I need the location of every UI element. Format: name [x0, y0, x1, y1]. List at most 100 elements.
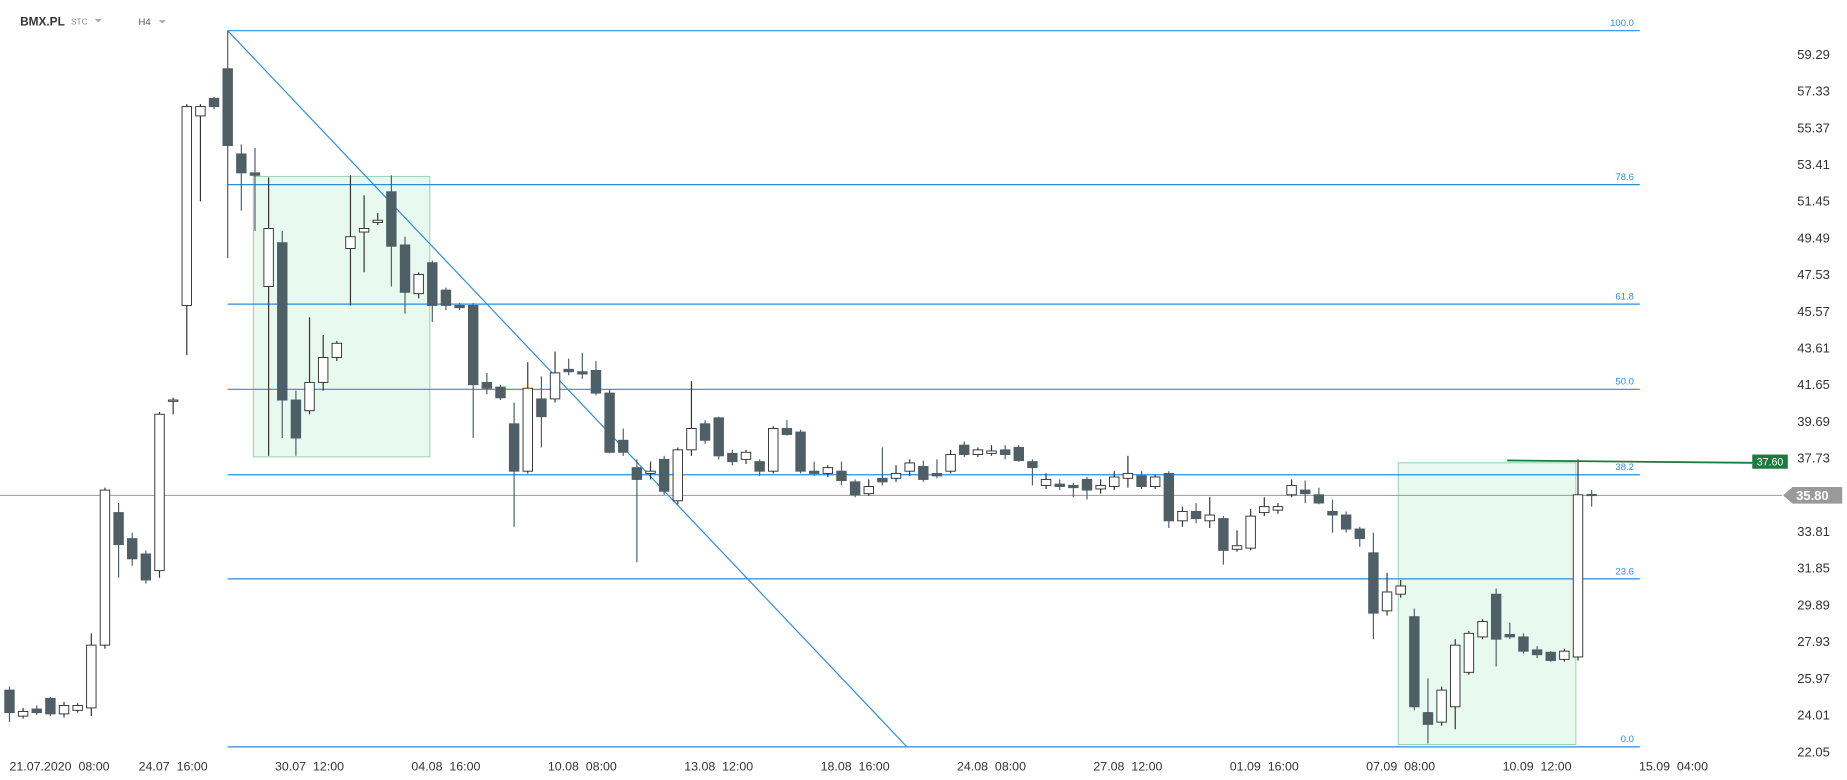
candle-body [1477, 621, 1488, 638]
fib-trend [227, 30, 908, 748]
candle-body [563, 368, 574, 373]
candle-body [277, 242, 288, 401]
candle-body [345, 236, 356, 249]
candle-body [672, 449, 684, 502]
candle-body [768, 428, 779, 472]
dropdown-caret[interactable] [158, 20, 166, 24]
candle-body [849, 481, 861, 496]
candle-body [781, 428, 793, 435]
y-tick-label: 53.41 [1797, 157, 1830, 172]
candle-body [890, 472, 902, 479]
candle-body [959, 444, 970, 455]
interval[interactable]: H4 [139, 17, 151, 28]
candle-body [427, 262, 438, 306]
candle-body [1450, 644, 1461, 708]
candle-body [495, 386, 506, 399]
candle-body [31, 708, 42, 714]
candle-body [1190, 510, 1202, 520]
candle-body [113, 512, 124, 546]
dropdown-caret[interactable] [94, 18, 102, 23]
candle-body [1463, 632, 1475, 673]
candle-body [17, 710, 29, 717]
candle-body [999, 449, 1011, 455]
symbol[interactable]: BMX.PL [20, 15, 65, 29]
candle-body [1545, 651, 1556, 661]
candle-body [1149, 476, 1161, 488]
candle-body [1163, 472, 1175, 522]
y-tick-label: 55.37 [1797, 120, 1830, 135]
candle-body [1286, 484, 1297, 496]
candle-body [577, 371, 588, 375]
x-tick-label: 30.07 12:00 [275, 759, 344, 773]
candle-body [713, 417, 724, 457]
candle-body [931, 472, 943, 477]
candle-body [99, 489, 111, 646]
candle-body [290, 399, 302, 439]
candle-body [1422, 712, 1434, 725]
candle-body [549, 372, 561, 400]
candle-body [522, 387, 533, 472]
candle-body [754, 461, 765, 472]
candle-body [45, 697, 56, 715]
candle-body [399, 244, 411, 293]
candle-body [1409, 616, 1420, 708]
fib-label: 0.0 [1621, 734, 1634, 745]
candle-body [440, 289, 452, 306]
candle-body [386, 191, 397, 247]
candle-body [822, 467, 834, 474]
fib-label: 100.0 [1610, 18, 1634, 29]
market[interactable]: STC [71, 18, 88, 27]
fib-label: 50.0 [1615, 377, 1633, 388]
candle-body [590, 369, 602, 394]
zone-box [1397, 462, 1577, 745]
y-tick-label: 43.61 [1797, 341, 1830, 356]
y-tick-label: 41.65 [1797, 377, 1830, 392]
candle-body [918, 466, 929, 480]
candle-body [1218, 518, 1229, 551]
candle-body [222, 68, 233, 146]
candle-body [863, 486, 874, 495]
x-tick-label: 01.09 16:00 [1230, 759, 1299, 773]
candle-body [1300, 489, 1311, 495]
candle-body [1013, 446, 1024, 461]
y-tick-label: 47.53 [1797, 267, 1830, 282]
candle-body [1040, 478, 1052, 486]
y-tick-label: 25.97 [1797, 671, 1830, 686]
candle-body [468, 304, 479, 386]
y-tick-label: 37.73 [1797, 451, 1830, 466]
candle-body [358, 228, 370, 233]
x-tick-label: 18.08 16:00 [821, 759, 890, 773]
candle-body [1081, 478, 1093, 491]
candle-body [604, 392, 615, 453]
candle-body [1572, 494, 1584, 658]
candle-body [1504, 634, 1516, 638]
candle-body [1122, 472, 1134, 479]
candle-body [508, 423, 520, 472]
candle-body [249, 172, 261, 176]
candle-body [127, 538, 138, 560]
y-tick-label: 51.45 [1797, 194, 1830, 209]
last-price-label: 35.80 [1796, 488, 1829, 503]
candle-body [1054, 483, 1065, 488]
candle-body [1204, 514, 1215, 522]
x-tick-label: 07.09 08:00 [1366, 759, 1435, 773]
fib-label: 78.6 [1615, 172, 1633, 183]
candle-body [481, 381, 493, 389]
candle-body [1272, 506, 1284, 511]
candle-body [1436, 689, 1447, 723]
alert-label: 37.60 [1757, 457, 1784, 469]
candle-body [413, 274, 424, 295]
candle-body [972, 449, 984, 455]
candle-body [208, 97, 220, 108]
x-tick-label: 10.08 08:00 [548, 759, 617, 773]
x-tick-label: 13.08 12:00 [684, 759, 753, 773]
candle-body [618, 439, 629, 453]
candle-body [72, 704, 83, 711]
y-tick-label: 59.29 [1797, 47, 1830, 62]
candle-body [140, 553, 152, 581]
candle-body [740, 451, 752, 460]
candle-body [727, 452, 738, 463]
candle-body [1518, 636, 1529, 652]
y-tick-label: 27.93 [1797, 634, 1830, 649]
